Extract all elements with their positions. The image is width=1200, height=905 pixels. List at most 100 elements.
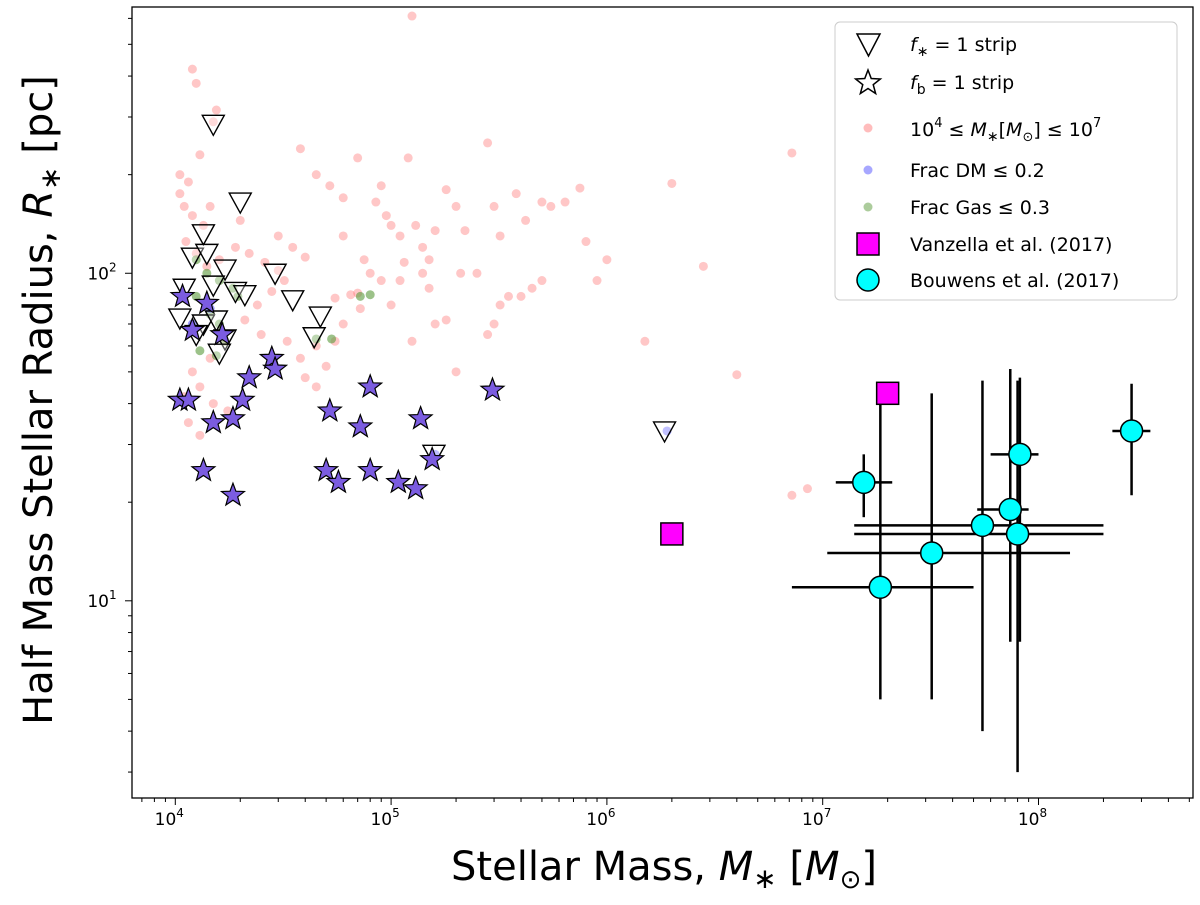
- triangle-marker: [301, 327, 327, 350]
- red-point: [424, 255, 434, 265]
- red-point: [511, 189, 521, 199]
- bouwens-marker: [998, 497, 1023, 522]
- axis-ticks-layer: 104 105 106 107 108 101 102: [87, 17, 1190, 830]
- red-point: [191, 248, 201, 258]
- star-marker: [193, 289, 220, 315]
- triangle-marker: [201, 275, 226, 298]
- red-point: [411, 220, 421, 230]
- star-marker: [325, 468, 352, 494]
- red-point: [338, 319, 348, 329]
- star-marker: [402, 474, 429, 500]
- red-point: [483, 330, 493, 340]
- red-point: [338, 193, 348, 203]
- red-point: [300, 252, 310, 262]
- green-point: [191, 291, 201, 301]
- x-tick-label: 108: [1018, 806, 1047, 830]
- red-point: [311, 382, 321, 392]
- red-point: [472, 268, 482, 278]
- red-point: [208, 117, 218, 127]
- red-point: [483, 138, 493, 148]
- x-tick-label: 106: [586, 806, 615, 830]
- vanzella-marker: [660, 522, 684, 546]
- triangle-marker: [212, 259, 238, 282]
- star-marker: [357, 456, 384, 482]
- red-point: [802, 484, 812, 494]
- triangle-marker: [652, 421, 677, 444]
- red-point: [240, 315, 250, 325]
- green-point: [195, 346, 205, 356]
- red-point: [441, 185, 451, 195]
- red-point: [187, 211, 197, 221]
- red-point: [516, 291, 526, 301]
- red-point: [418, 242, 428, 252]
- red-point: [430, 319, 440, 329]
- red-point: [187, 367, 197, 377]
- red-point: [451, 367, 461, 377]
- red-point: [279, 276, 289, 286]
- red-point: [456, 268, 466, 278]
- triangle-marker: [180, 247, 205, 270]
- red-point: [399, 257, 409, 267]
- star-marker: [407, 404, 434, 430]
- red-point: [355, 304, 365, 314]
- red-point: [381, 211, 391, 221]
- red-point: [195, 430, 205, 440]
- y-tick-label: 102: [87, 260, 116, 284]
- red-point: [187, 64, 197, 74]
- star-marker: [179, 316, 206, 342]
- red-point: [256, 330, 266, 340]
- legend-label-bouwens: Bouwens et al. (2017): [910, 270, 1119, 292]
- red-point: [244, 248, 254, 258]
- bouwens-marker: [868, 575, 893, 599]
- star-markers-layer: [166, 282, 506, 507]
- red-point: [353, 153, 363, 163]
- star-marker: [419, 445, 446, 471]
- star-marker: [200, 408, 227, 434]
- red-point: [376, 181, 386, 191]
- vanzella-markers-layer: [660, 381, 900, 546]
- red-point: [698, 261, 708, 271]
- red-point: [183, 418, 193, 428]
- triangle-marker: [228, 192, 253, 215]
- legend-label-fstar: f∗ = 1 strip: [910, 34, 1017, 60]
- bouwens-marker: [1119, 419, 1144, 443]
- triangle-marker: [207, 343, 232, 366]
- red-point: [371, 197, 381, 207]
- star-marker: [229, 386, 256, 412]
- legend-label-frac-gas: Frac Gas ≤ 0.3: [910, 197, 1050, 219]
- bouwens-marker: [919, 541, 944, 565]
- triangle-marker: [308, 306, 333, 329]
- red-point: [330, 293, 340, 303]
- red-point: [602, 255, 612, 265]
- red-point: [537, 197, 547, 207]
- star-marker: [347, 412, 374, 438]
- red-point: [338, 231, 348, 241]
- legend-blue-dot-icon: [863, 165, 873, 175]
- bouwens-marker: [852, 470, 876, 495]
- legend-label-mass-range: 104 ≤ M∗[M⊙] ≤ 107: [910, 116, 1101, 145]
- legend-frame: [834, 21, 1178, 301]
- triangle-marker: [204, 310, 229, 333]
- bouwens-markers-layer: [852, 419, 1144, 599]
- triangle-marker: [262, 263, 288, 286]
- red-point: [325, 181, 335, 191]
- red-point: [205, 201, 215, 211]
- star-marker: [219, 481, 247, 507]
- red-point: [386, 300, 396, 310]
- bouwens-marker: [1008, 442, 1032, 467]
- red-point: [179, 201, 189, 211]
- red-point: [386, 220, 396, 230]
- x-tick-label: 105: [370, 806, 399, 830]
- legend-label-frac-dm: Frac DM ≤ 0.2: [910, 160, 1045, 182]
- red-point: [521, 215, 531, 225]
- red-point: [181, 237, 191, 247]
- red-point: [359, 255, 369, 265]
- star-marker: [219, 404, 247, 430]
- x-tick-label: 104: [155, 806, 184, 830]
- star-marker: [262, 355, 289, 381]
- x-axis-title: Stellar Mass, M∗ [M⊙]: [451, 844, 877, 895]
- legend-red-dot-icon: [863, 123, 873, 133]
- star-marker: [169, 282, 196, 308]
- triangle-marker: [191, 224, 216, 247]
